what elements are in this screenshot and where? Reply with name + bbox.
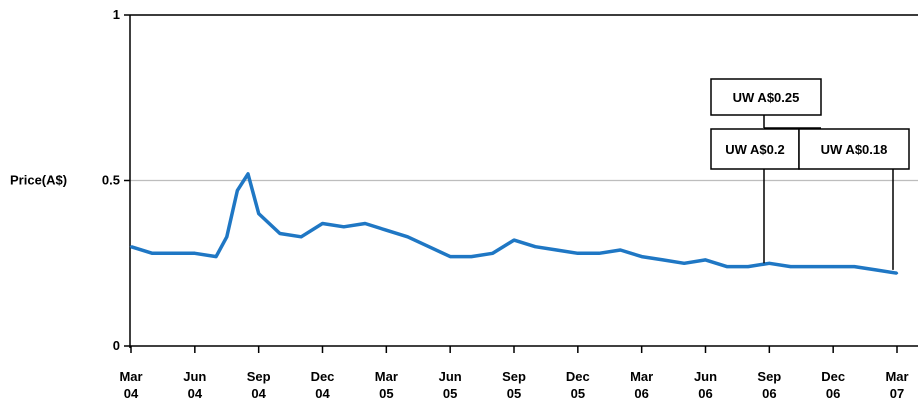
price-point-27 (661, 258, 665, 262)
price-point-5 (225, 235, 228, 238)
price-point-18 (470, 255, 473, 258)
price-point-34 (810, 265, 814, 268)
price-point-31 (746, 265, 750, 268)
price-point-2 (172, 252, 175, 255)
x-tick-label-8: Mar 06 (630, 369, 653, 401)
price-point-26 (640, 255, 643, 258)
price-point-24 (597, 252, 601, 255)
price-point-36 (853, 265, 856, 268)
x-tick-label-6: Sep 05 (502, 369, 526, 401)
price-point-12 (342, 225, 345, 229)
price-point-11 (321, 222, 324, 225)
price-point-6 (236, 189, 239, 192)
x-tick-label-12: Mar 07 (885, 369, 908, 401)
price-point-22 (555, 248, 558, 252)
price-point-33 (789, 265, 792, 268)
annotation-label-2: UW A$0.18 (821, 142, 888, 157)
annotation-box-0 (710, 78, 822, 116)
y-tick-label-2: 1 (113, 7, 120, 22)
x-tick-label-4: Mar 05 (375, 369, 398, 401)
price-point-37 (874, 268, 877, 272)
x-tick-label-1: Jun 04 (183, 369, 206, 401)
price-point-8 (257, 212, 260, 215)
price-point-17 (448, 255, 452, 258)
price-point-1 (151, 252, 154, 255)
x-tick-label-7: Dec 05 (566, 369, 590, 401)
annotation-box-2 (798, 128, 910, 170)
x-tick-label-2: Sep 04 (247, 369, 271, 401)
price-point-16 (427, 245, 431, 248)
price-point-21 (534, 245, 537, 248)
price-point-38 (895, 271, 899, 275)
x-tick-label-3: Dec 04 (311, 369, 335, 401)
price-point-7 (246, 172, 250, 176)
x-tick-label-11: Dec 06 (821, 369, 845, 401)
price-point-4 (214, 255, 218, 258)
x-tick-label-9: Jun 06 (694, 369, 717, 401)
price-point-32 (768, 262, 771, 265)
price-point-13 (363, 222, 367, 225)
annotation-label-1: UW A$0.2 (725, 142, 784, 157)
y-tick-label-0: 0 (113, 338, 120, 353)
y-tick-label-1: 0.5 (102, 173, 120, 188)
price-point-30 (725, 265, 728, 268)
price-point-28 (683, 262, 686, 265)
annotation-label-0: UW A$0.25 (733, 90, 800, 105)
price-point-10 (300, 235, 303, 238)
price-point-29 (704, 258, 707, 262)
price-point-19 (491, 252, 494, 255)
price-point-23 (576, 252, 580, 255)
price-point-0 (129, 245, 133, 248)
price-point-9 (278, 232, 282, 235)
price-point-15 (406, 235, 409, 238)
x-tick-label-0: Mar 04 (119, 369, 142, 401)
price-point-35 (831, 265, 835, 268)
price-series-line (130, 172, 898, 275)
price-point-3 (193, 252, 197, 255)
y-axis-label: Price(A$) (10, 173, 67, 188)
annotation-box-1 (710, 128, 800, 170)
price-point-25 (619, 248, 622, 252)
x-tick-label-5: Jun 05 (439, 369, 462, 401)
price-point-14 (385, 228, 388, 232)
price-point-20 (512, 238, 516, 242)
x-tick-label-10: Sep 06 (757, 369, 781, 401)
